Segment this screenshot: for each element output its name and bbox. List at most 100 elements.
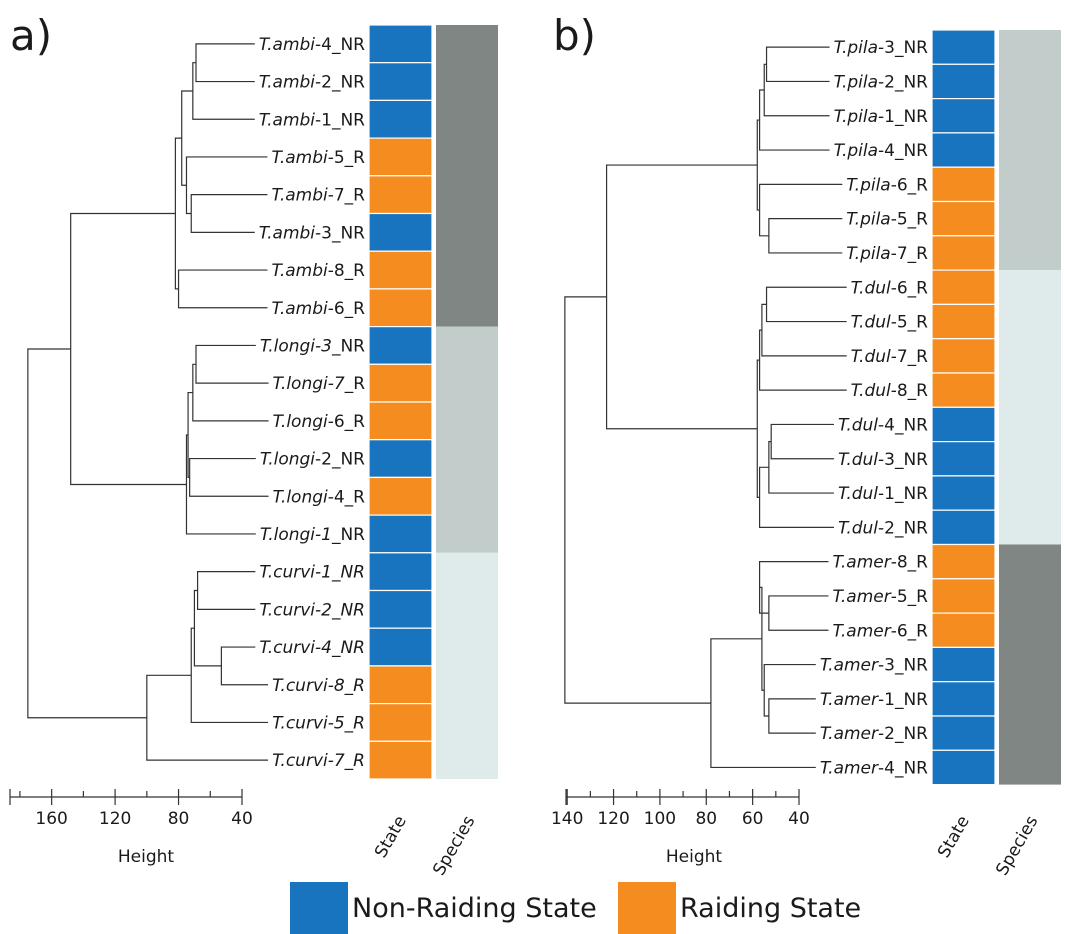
state-cell [368,62,433,102]
species-band [436,326,498,553]
dendrogram-link [763,63,830,117]
state-cell [368,363,433,403]
dendrogram-link [768,218,843,254]
state-cell [368,740,433,780]
state-cell [368,702,433,742]
legend-swatch-raiding [618,882,676,934]
state-cell [931,372,996,408]
dendrogram-link [181,90,193,186]
state-cell [368,250,433,290]
leaf-label: T.amer-6_R [833,621,929,641]
species-band [436,25,498,327]
state-cell [931,269,996,306]
leaf-label: T.dul-5_R [851,313,929,333]
leaf-label: T.pila-1_NR [834,107,929,127]
state-cell [931,200,996,237]
dendrogram-link [758,466,834,528]
state-cell [368,288,433,328]
state-cell [368,514,433,554]
leaf-label: T.ambi-2_NR [259,73,365,93]
state-cell [931,29,996,65]
leaf-label: T.longi-7_R [273,374,366,394]
leaf-label: T.ambi-5_R [271,148,365,168]
axis-tick-label: 80 [695,809,717,829]
axis-tick-label: 160 [35,809,67,829]
state-cell [368,627,433,667]
state-cell [931,646,996,683]
dendrogram-link [177,269,268,309]
leaf-label: T.curvi-8_R [272,676,365,696]
leaf-label: T.amer-2_NR [820,724,928,744]
dendrogram-link [605,164,758,430]
leaf-label: T.ambi-8_R [271,261,365,281]
state-cell [368,665,433,705]
leaf-label: T.curvi-1_NR [259,563,365,583]
species-column-label: Species [429,812,479,879]
species-band [999,270,1061,545]
state-cell [931,166,996,203]
state-cell [931,63,996,100]
legend-label-raiding: Raiding State [680,892,862,924]
panel-a: a) T.ambi-4_NR T.ambi-2_NR T.ambi-1_NR T.amb… [9,11,498,879]
leaf-label: T.ambi-7_R [271,186,365,206]
state-cell [931,441,996,477]
leaf-label: T.pila-4_NR [834,141,929,161]
axis-tick-label: 120 [597,809,629,829]
dendrogram-link [196,571,256,610]
leaf-label: T.ambi-6_R [271,299,365,319]
dendrogram-link [758,561,829,614]
dendrogram-link [770,423,834,460]
state-cell [368,326,433,365]
state-cell [931,475,996,511]
state-cell [368,212,433,252]
legend-swatch-non-raiding [290,882,348,934]
dendrogram-link [190,194,268,233]
leaf-label: T.amer-5_R [833,587,929,607]
leaf-label: T.dul-7_R [851,347,929,367]
dendrogram-link [190,627,269,724]
axis-tick-label: 40 [231,809,253,829]
axis-title: Height [118,847,175,867]
leaf-label: T.curvi-4_NR [259,638,365,658]
leaf-label: T.longi-4_R [273,487,366,507]
state-column-label: State [371,813,411,862]
state-cell [368,175,433,215]
species-band [436,552,498,779]
dendrogram-link [765,286,847,323]
axis-tick-label: 80 [168,809,190,829]
leaf-label: T.ambi-1_NR [259,110,365,130]
state-cell [931,132,996,168]
state-cell [931,749,996,786]
species-column-label: Species [992,812,1042,879]
state-cell [368,476,433,516]
leaf-label: T.amer-4_NR [820,758,928,778]
state-cell [931,715,996,751]
state-cell [931,578,996,614]
leaf-label: T.ambi-4_NR [259,35,365,55]
legend: Non-Raiding State Raiding State [0,882,1068,934]
leaf-label: T.pila-5_R [846,210,928,230]
legend-label-non-raiding: Non-Raiding State [352,892,597,924]
dendrogram-link [174,137,182,290]
leaf-label: T.longi-2_NR [260,450,365,470]
dendrogram-link [27,348,147,719]
state-column-label: State [934,813,974,862]
leaf-label: T.longi-6_R [273,412,366,432]
leaf-label: T.pila-6_R [846,175,928,195]
panel-label: a) [10,11,52,60]
state-cell [368,589,433,629]
leaf-label: T.curvi-2_NR [259,600,365,620]
species-band [999,544,1061,785]
leaf-label: T.curvi-5_R [272,713,365,733]
dendrogram-link [187,391,193,478]
dendrogram-link [185,434,256,535]
axis-tick-label: 120 [99,809,131,829]
axis-tick-label: 60 [742,809,764,829]
dendrogram-link [756,359,760,498]
dendrogram-link [195,344,269,384]
leaf-label: T.pila-2_NR [834,72,929,92]
dendrogram-link [758,89,830,151]
dendrogram-link [710,638,816,769]
state-cell [931,303,996,340]
